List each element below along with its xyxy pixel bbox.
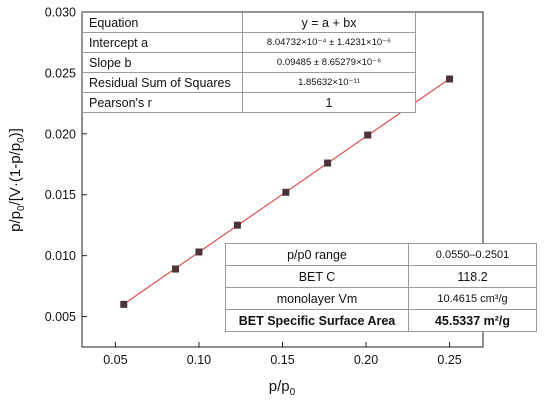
fit-row-key: Intercept a (82, 32, 243, 53)
bet-row: BET Specific Surface Area 45.5337 m²/g (225, 309, 537, 332)
bet-row-key: BET Specific Surface Area (225, 309, 409, 332)
x-tick-label: 0.20 (354, 353, 378, 367)
fit-row-value: 0.09485 ± 8.65279×10⁻⁶ (242, 52, 416, 73)
y-tick-label: 0.015 (45, 188, 76, 202)
x-tick-label: 0.05 (103, 353, 127, 367)
data-point (120, 300, 128, 308)
fit-row: Equation y = a + bx (82, 12, 416, 33)
y-tick-label: 0.005 (45, 310, 76, 324)
data-point (282, 188, 290, 196)
y-tick-label: 0.030 (45, 6, 76, 20)
y-tick-label: 0.010 (45, 249, 76, 263)
bet-row-value: 0.0550–0.2501 (408, 243, 537, 266)
data-point (364, 131, 372, 139)
fit-row-value: 8.04732×10⁻⁴ ± 1.4231×10⁻⁶ (242, 32, 416, 53)
fit-row-key: Residual Sum of Squares (82, 72, 243, 93)
fit-row: Intercept a 8.04732×10⁻⁴ ± 1.4231×10⁻⁶ (82, 32, 416, 53)
y-tick-label: 0.025 (45, 66, 76, 80)
fit-row-key: Equation (82, 12, 243, 33)
x-axis-label: p/p0​ (269, 378, 296, 398)
bet-row-key: monolayer Vm (225, 287, 409, 310)
data-point (172, 265, 180, 273)
fit-row-key: Pearson's r (82, 92, 243, 113)
bet-row: BET C 118.2 (225, 265, 537, 288)
data-point (324, 159, 332, 167)
x-tick-label: 0.15 (270, 353, 294, 367)
x-axis-ticks: 0.05 0.10 0.15 0.20 0.25 (103, 342, 462, 367)
fit-results-table: Equation y = a + bx Intercept a 8.04732×10⁻… (82, 12, 416, 113)
bet-row-value: 118.2 (408, 265, 537, 288)
bet-row-key: BET C (225, 265, 409, 288)
bet-row-key: p/p0 range (225, 243, 409, 266)
data-point (446, 75, 454, 83)
data-point (233, 221, 241, 229)
x-tick-label: 0.10 (187, 353, 211, 367)
bet-row: monolayer Vm 10.4615 cm³/g (225, 287, 537, 310)
fit-row-value: y = a + bx (242, 12, 416, 33)
fit-row-key: Slope b (82, 52, 243, 73)
x-tick-label: 0.25 (437, 353, 461, 367)
data-point (195, 248, 203, 256)
y-axis-label: p/p0​/[V·(1-p/p0​)] (7, 128, 27, 232)
bet-results-table: p/p0 range 0.0550–0.2501 BET C 118.2 monolay… (225, 243, 537, 332)
bet-row: p/p0 range 0.0550–0.2501 (225, 243, 537, 266)
y-tick-label: 0.020 (45, 127, 76, 141)
bet-row-value: 10.4615 cm³/g (408, 287, 537, 310)
fit-row: Slope b 0.09485 ± 8.65279×10⁻⁶ (82, 52, 416, 73)
fit-row: Residual Sum of Squares 1.85632×10⁻¹¹ (82, 72, 416, 93)
y-axis-ticks: 0.005 0.010 0.015 0.020 0.025 0.030 (45, 6, 87, 324)
fit-row-value: 1 (242, 92, 416, 113)
bet-row-value: 45.5337 m²/g (408, 309, 537, 332)
fit-row-value: 1.85632×10⁻¹¹ (242, 72, 416, 93)
